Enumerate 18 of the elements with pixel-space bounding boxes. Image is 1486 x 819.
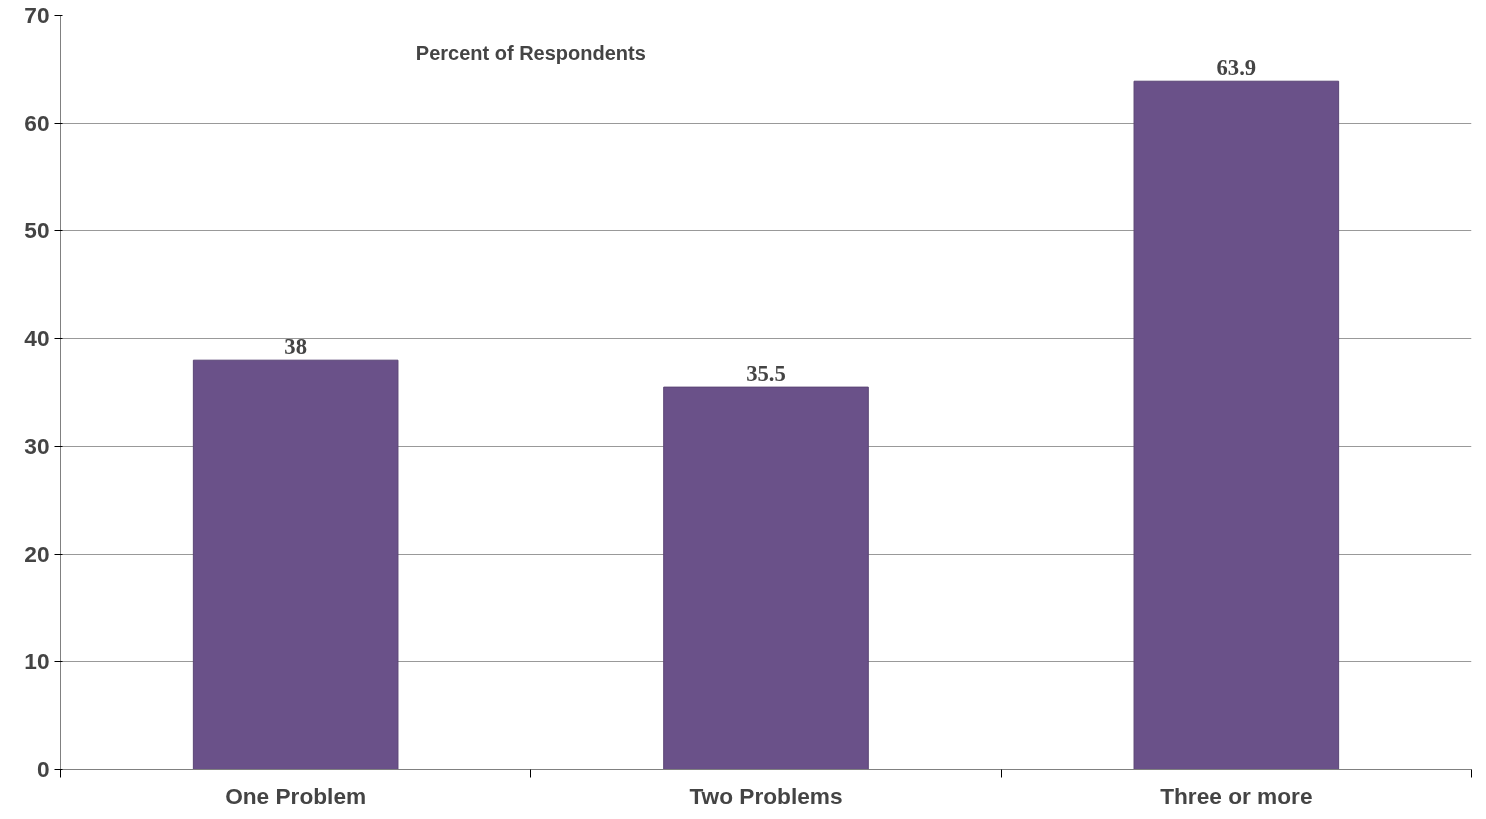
y-tick-label: 70 bbox=[24, 2, 50, 28]
x-tick-label: One Problem bbox=[225, 782, 367, 809]
data-label: 63.9 bbox=[1216, 55, 1257, 81]
y-tick-label: 10 bbox=[24, 648, 50, 675]
bar bbox=[663, 386, 869, 770]
x-tick-label: Three or more bbox=[1160, 782, 1313, 809]
y-tick-label: 0 bbox=[36, 756, 50, 782]
y-tick-label: 60 bbox=[24, 109, 50, 136]
y-tick-label: 30 bbox=[24, 432, 50, 459]
data-label: 38 bbox=[284, 334, 307, 360]
text: Percent of Respondents bbox=[415, 41, 646, 64]
bar bbox=[192, 359, 399, 770]
x-tick-label: Two Problems bbox=[689, 782, 843, 809]
y-tick-label: 20 bbox=[24, 540, 50, 567]
data-label: 35.5 bbox=[746, 361, 786, 387]
bar bbox=[1133, 80, 1340, 770]
y-tick-label: 40 bbox=[24, 325, 50, 352]
y-tick-label: 50 bbox=[24, 217, 50, 244]
